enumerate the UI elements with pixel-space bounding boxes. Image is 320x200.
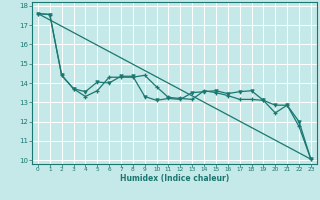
X-axis label: Humidex (Indice chaleur): Humidex (Indice chaleur) [120, 174, 229, 183]
